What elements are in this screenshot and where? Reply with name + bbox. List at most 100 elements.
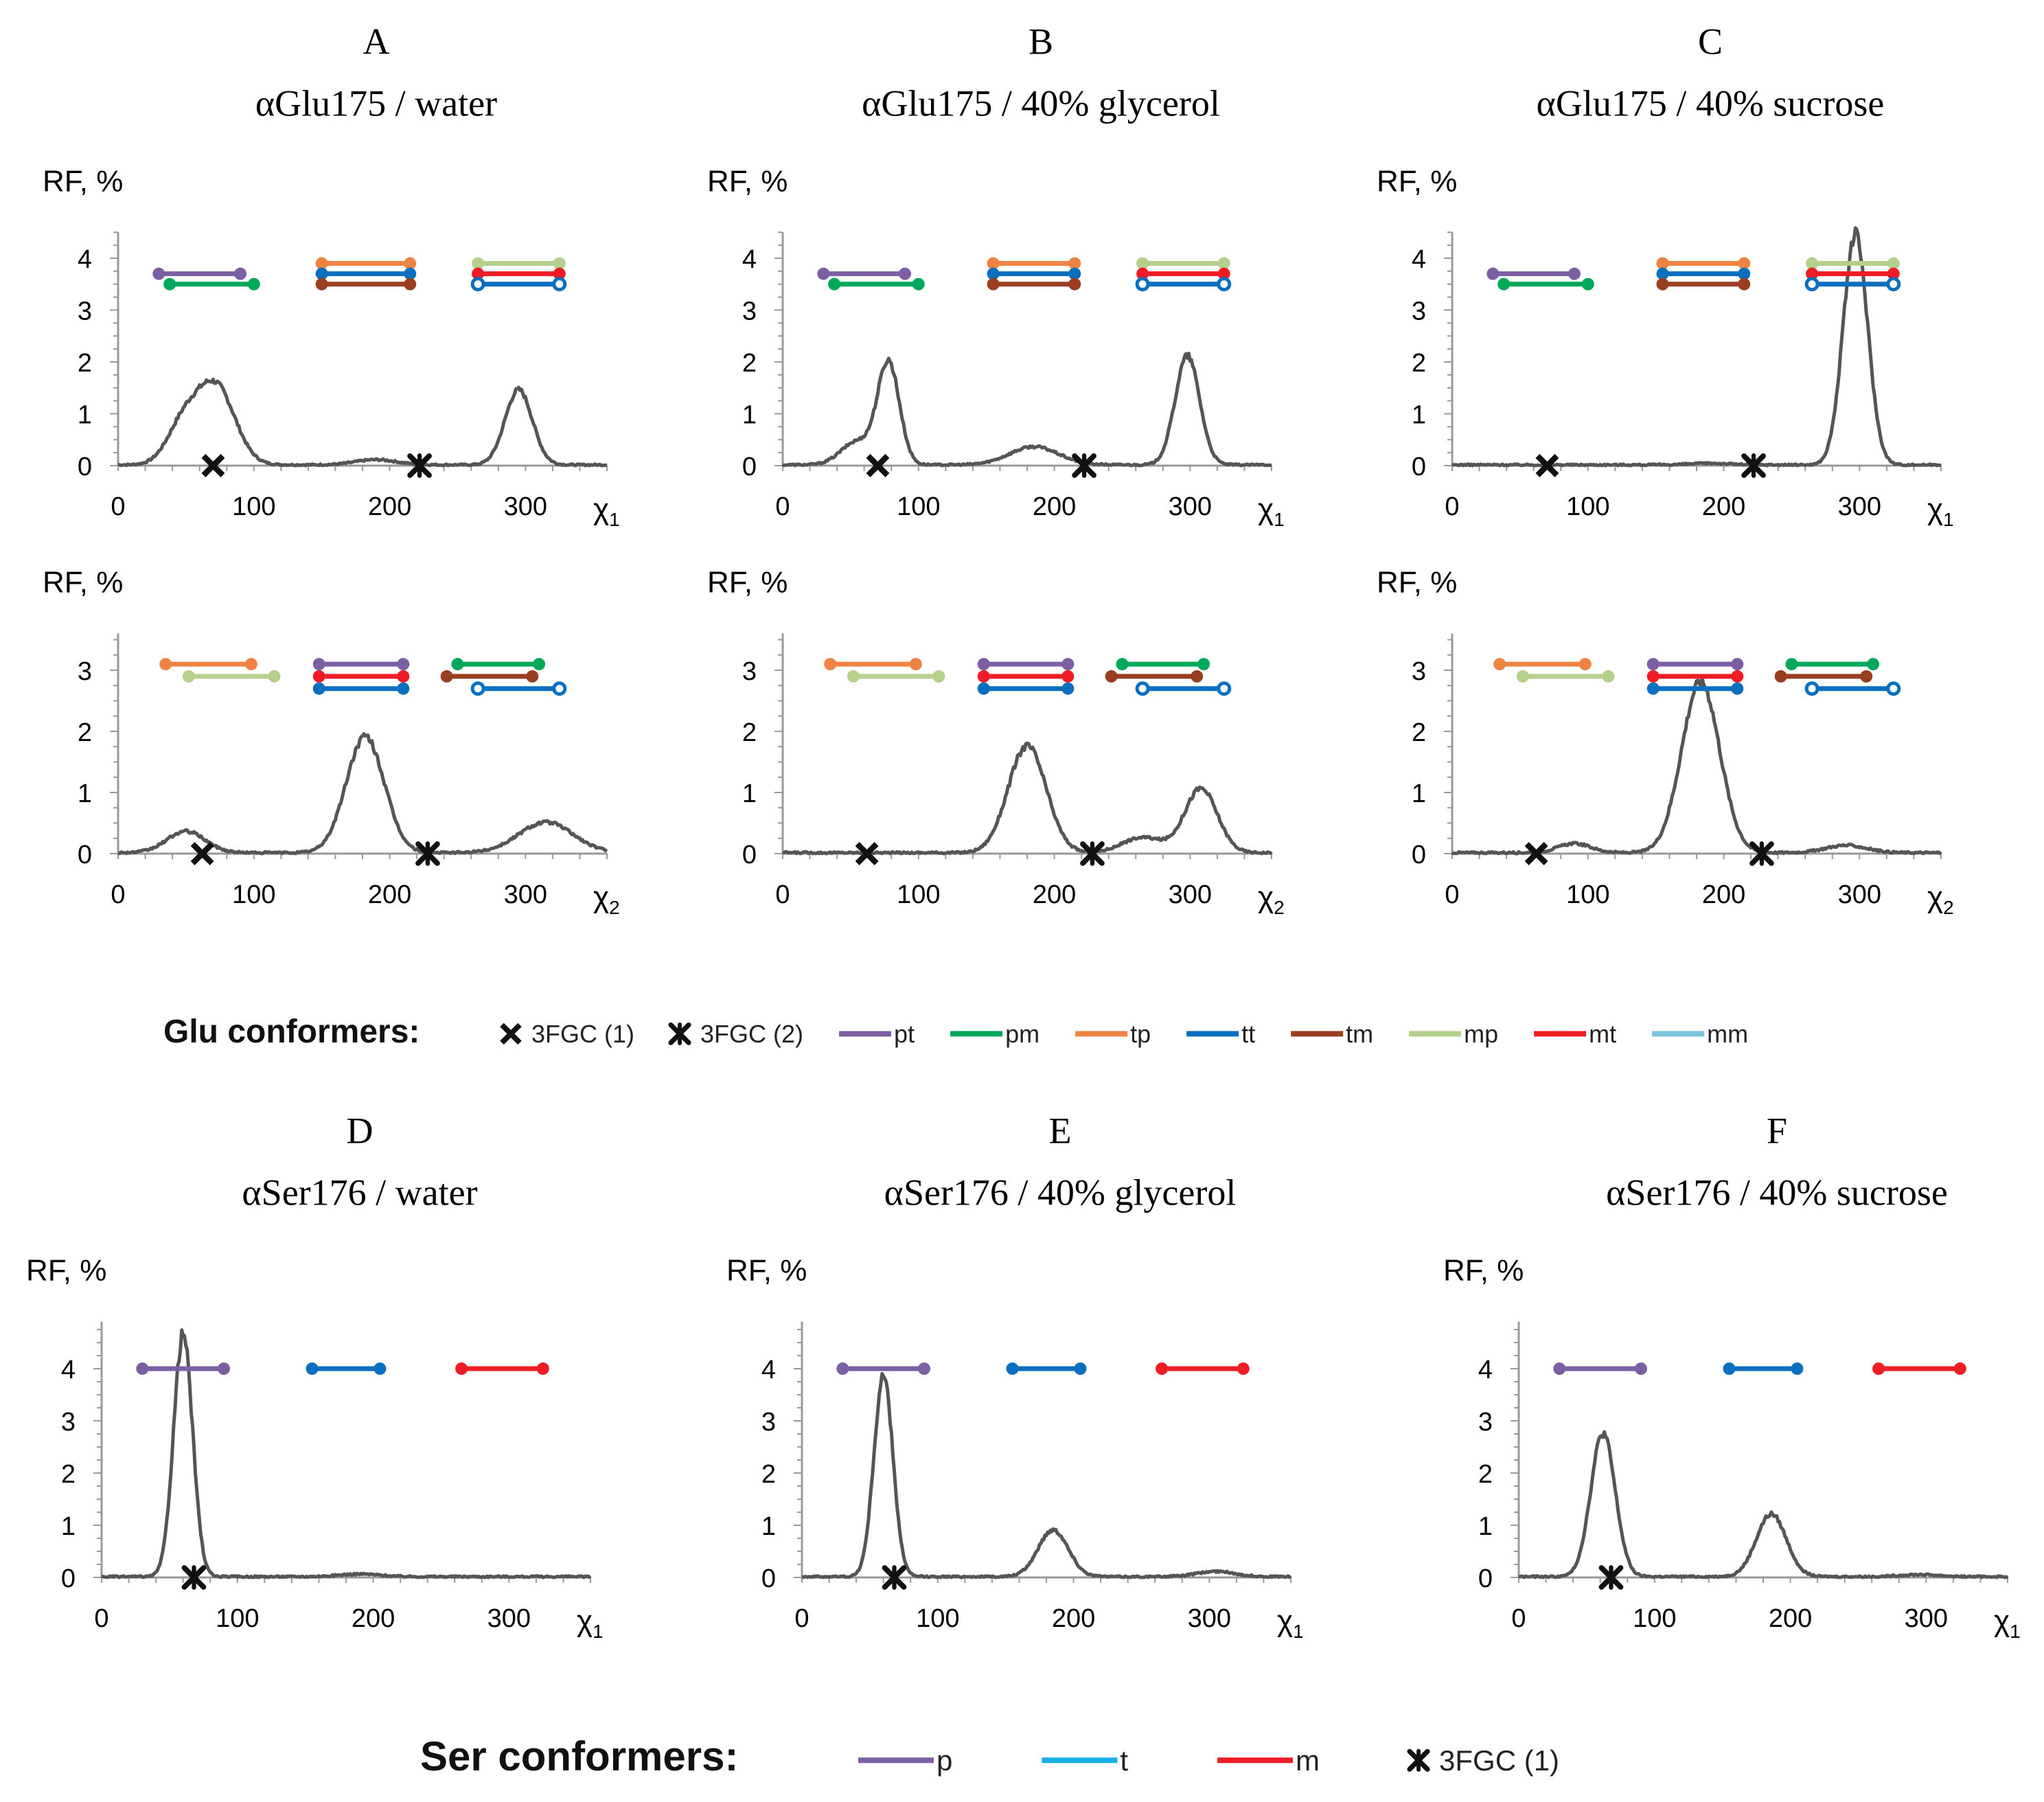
range-mt [472,267,566,280]
range-pm [1785,658,1880,671]
legend-item-tm: tm [1291,1020,1373,1048]
x-axis-label-subscript: 1 [593,1621,604,1642]
range-mt [1806,267,1900,280]
range-pt [1646,658,1744,671]
x-tick-label: 300 [1905,1604,1948,1633]
x-tick-label: 0 [775,492,790,521]
range-tp [987,257,1081,270]
legend-item-mt: mt [1534,1020,1616,1048]
range-endpoint-mp [1806,257,1819,270]
x-axis-label: χ1 [593,492,620,530]
range-endpoint-mt [1887,267,1900,280]
range-t [1723,1362,1804,1375]
x-tick-label: 0 [1511,1604,1526,1633]
range-endpoint-tp [1656,257,1669,270]
legend-star-icon [668,1022,691,1045]
range-endpoint-tt [312,682,325,695]
range-endpoint-tm [1656,277,1669,290]
y-tick-label: 3 [742,657,757,686]
range-endpoint-m [1237,1362,1250,1375]
range-endpoint-tt [1061,682,1075,695]
rf-curve [117,377,608,468]
range-pm [451,658,546,671]
panel-title: αSer176 / water [242,1172,477,1213]
range-endpoint-m [1872,1362,1885,1375]
legend-item-pt: pt [839,1020,915,1048]
rf-curve [101,1328,592,1579]
range-endpoint-tm [1191,670,1204,683]
range-endpoint-t [1006,1362,1019,1375]
range-endpoint-pm [1867,658,1880,671]
range-mt [312,670,410,683]
marker-3fgc-2 [407,453,432,478]
y-axis-label: RF, % [726,1254,807,1288]
y-tick-label: 4 [761,1356,776,1384]
y-axis-label: RF, % [707,164,788,198]
y-axis-label: RF, % [1443,1254,1524,1288]
x-axis-label-subscript: 1 [2010,1621,2021,1642]
range-mm [1135,681,1232,696]
range-endpoint-pm [451,658,464,671]
range-endpoint-mm [1886,681,1901,696]
range-endpoint-mm [470,681,485,696]
legend-label: t [1120,1744,1128,1777]
range-endpoint-mm [552,681,567,696]
x-axis-label-subscript: 1 [1943,509,1954,530]
range-tp [1656,257,1751,270]
legend-label: pm [1005,1020,1040,1048]
x-stroke [866,454,890,477]
range-endpoint-t [306,1362,319,1375]
marker-3fgc-2 [1080,841,1105,866]
y-tick-label: 0 [761,1564,776,1593]
panel-letter: E [1049,1110,1072,1152]
range-endpoint-mp [932,670,945,683]
x-tick-label: 0 [775,880,790,909]
range-endpoint-tm [526,670,539,683]
range-endpoint-pm [912,277,925,290]
range-mm [1804,681,1901,696]
x-tick-label: 300 [1838,492,1881,521]
legend-item-t: t [1042,1744,1128,1777]
y-tick-label: 3 [1412,657,1426,686]
rf-curve [782,741,1273,856]
range-endpoint-t [1074,1362,1087,1375]
y-tick-label: 3 [78,297,92,326]
y-tick-label: 1 [1412,779,1426,808]
x-axis-label-subscript: 2 [1274,897,1285,918]
legend-item-3FGC-2-: 3FGC (2) [668,1020,803,1048]
range-endpoint-tp [987,257,1000,270]
x-tick-label: 300 [487,1604,531,1633]
range-pm [1497,277,1594,290]
legend-label: tm [1346,1020,1373,1048]
y-tick-label: 4 [742,245,757,274]
range-pt [312,658,410,671]
range-mp [472,257,566,270]
range-endpoint-pt [152,267,165,280]
marker-3fgc-2 [1598,1565,1624,1590]
range-endpoint-mp [1217,257,1230,270]
y-tick-label: 2 [61,1460,76,1489]
y-tick-label: 3 [742,297,757,326]
range-endpoint-mm [1804,681,1819,696]
panel-letter: C [1698,21,1723,62]
x-axis-label: χ1 [1258,492,1285,530]
range-endpoint-pt [1061,658,1075,671]
x-axis-label-subscript: 1 [609,509,620,530]
panel-title: αGlu175 / 40% glycerol [862,82,1220,124]
range-pt [1486,267,1581,280]
range-endpoint-pt [817,267,830,280]
y-tick-label: 4 [1412,245,1426,274]
x-tick-label: 200 [1052,1604,1095,1633]
range-endpoint-tp [1738,257,1751,270]
range-endpoint-pm [828,277,841,290]
range-endpoint-p [1553,1362,1566,1375]
y-tick-label: 1 [742,779,757,808]
y-axis-label: RF, % [43,164,123,198]
rf-curve [1518,1430,2009,1579]
range-mm [470,277,567,292]
